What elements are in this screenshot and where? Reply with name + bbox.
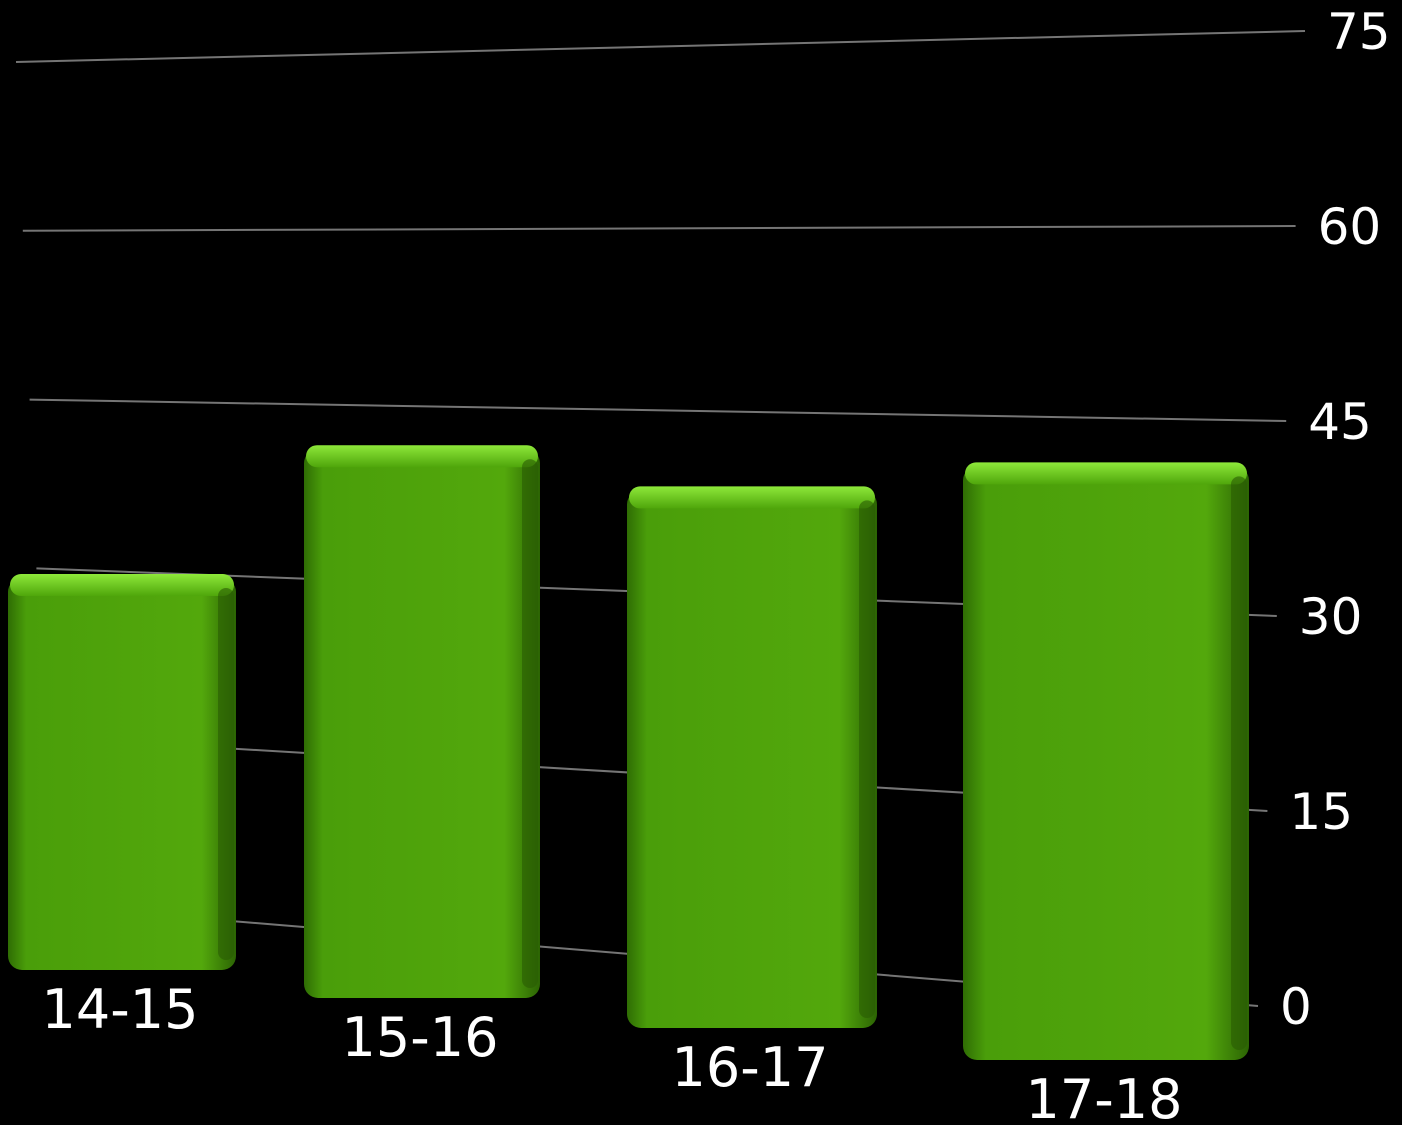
bar	[627, 486, 877, 1028]
bar-top	[306, 445, 538, 468]
gridline	[15, 30, 1306, 63]
bar-body	[304, 449, 540, 998]
x-tick-label: 17-18	[1026, 1068, 1183, 1125]
bar-side	[859, 500, 875, 1018]
x-tick-label: 15-16	[342, 1006, 499, 1069]
bar	[963, 462, 1249, 1060]
bar-side	[218, 588, 234, 960]
y-tick-label: 45	[1308, 393, 1372, 451]
bar-top	[629, 486, 875, 509]
bar-body	[8, 578, 236, 970]
gridline	[22, 225, 1296, 232]
x-axis-labels: 14-15 15-16 16-17 17-18	[42, 978, 1183, 1125]
y-tick-label: 15	[1289, 783, 1353, 841]
bar-top	[10, 574, 234, 596]
y-tick-label: 0	[1280, 978, 1312, 1036]
y-tick-label: 75	[1327, 3, 1391, 61]
bar-body	[627, 490, 877, 1028]
bar-top	[965, 462, 1247, 485]
bar-side	[1231, 476, 1247, 1050]
x-tick-label: 16-17	[672, 1036, 829, 1099]
x-tick-label: 14-15	[42, 978, 199, 1041]
y-tick-label: 60	[1318, 198, 1382, 256]
bar-body	[963, 466, 1249, 1060]
y-axis-ticks: 0 15 30 45 60 75	[1280, 3, 1391, 1036]
bar	[304, 445, 540, 998]
bars	[8, 445, 1249, 1060]
y-tick-label: 30	[1299, 588, 1363, 646]
bar-side	[522, 459, 538, 988]
bar	[8, 574, 236, 970]
gridline	[29, 398, 1287, 422]
